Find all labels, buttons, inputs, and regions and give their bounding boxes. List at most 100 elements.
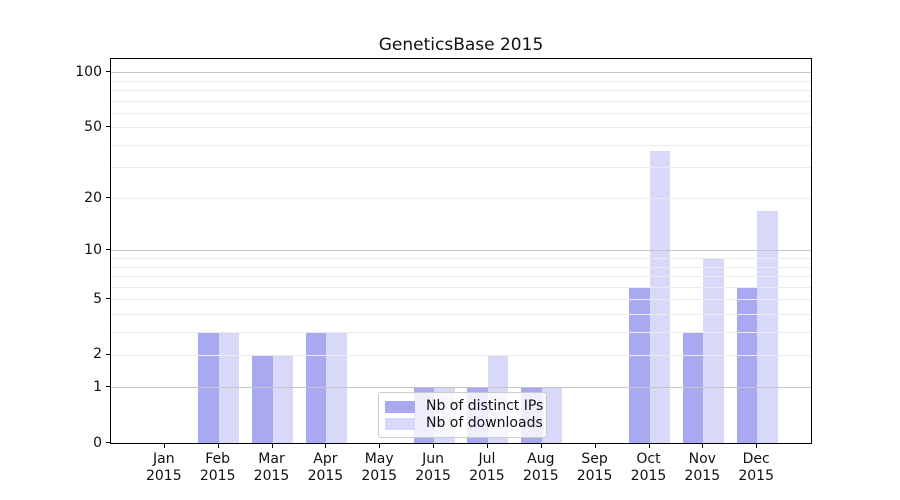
x-tick-mark: [594, 443, 596, 448]
y-tick-mark: [106, 71, 111, 73]
y-tick-mark: [106, 386, 111, 388]
minor-gridline: [111, 112, 811, 114]
y-tick-mark: [106, 126, 111, 128]
bar-nb-of-distinct-ips: [736, 286, 758, 443]
minor-gridline: [111, 299, 811, 300]
x-tick-month: Mar: [258, 451, 285, 467]
bar-nb-of-distinct-ips: [252, 354, 273, 443]
y-tick-mark: [106, 353, 111, 355]
x-tick-mark: [486, 443, 488, 448]
y-tick-label: 10: [84, 241, 102, 258]
x-tick-month: May: [364, 451, 394, 467]
bar-nb-of-downloads: [326, 331, 347, 443]
x-tick-year: 2015: [253, 468, 290, 484]
minor-gridline: [111, 127, 811, 129]
minor-gridline: [111, 198, 811, 200]
y-tick-label: 5: [93, 290, 102, 307]
minor-gridline: [111, 144, 811, 146]
x-tick-month: Feb: [205, 451, 231, 467]
x-tick-year: 2015: [630, 468, 667, 484]
bar-nb-of-distinct-ips: [682, 331, 704, 443]
minor-gridline: [111, 80, 811, 82]
y-tick-mark: [106, 197, 111, 199]
x-tick-label: May 2015: [344, 451, 414, 485]
minor-gridline: [111, 331, 811, 333]
x-tick-label: Jul 2015: [452, 451, 522, 485]
x-tick-year: 2015: [469, 468, 505, 484]
minor-gridline: [111, 258, 811, 259]
x-tick-month: Aug: [527, 451, 555, 467]
legend-label-distinct-ips: Nb of distinct IPs: [426, 398, 544, 414]
x-tick-year: 2015: [415, 468, 451, 484]
major-gridline: [111, 250, 811, 252]
x-tick-year: 2015: [307, 468, 344, 484]
x-tick-month: Apr: [313, 451, 338, 467]
legend: Nb of distinct IPs Nb of downloads: [378, 392, 547, 438]
y-tick-label: 50: [84, 118, 102, 135]
y-tick-label: 20: [84, 189, 102, 206]
x-tick-label: Dec 2015: [721, 451, 791, 485]
major-gridline: [111, 387, 811, 389]
x-tick-year: 2015: [145, 468, 182, 484]
x-tick-mark: [433, 443, 435, 448]
y-tick-label: 2: [93, 346, 102, 363]
x-tick-label: Sep 2015: [560, 451, 630, 485]
bar-nb-of-downloads: [649, 150, 670, 443]
y-tick-mark: [106, 249, 111, 251]
minor-gridline: [111, 354, 811, 356]
x-tick-mark: [756, 443, 758, 448]
x-tick-year: 2015: [684, 468, 721, 484]
bar-nb-of-distinct-ips: [198, 331, 219, 443]
minor-gridline: [111, 89, 811, 91]
bar-nb-of-distinct-ips: [629, 286, 650, 443]
x-tick-mark: [379, 443, 381, 448]
minor-gridline: [111, 266, 811, 268]
minor-gridline: [111, 275, 811, 277]
x-tick-label: Apr 2015: [290, 451, 360, 485]
x-tick-mark: [163, 443, 165, 448]
y-tick-mark: [106, 298, 111, 299]
bar-nb-of-downloads: [703, 258, 724, 443]
x-tick-year: 2015: [361, 468, 397, 484]
minor-gridline: [111, 167, 811, 169]
minor-gridline: [111, 286, 811, 288]
bar-nb-of-downloads: [757, 210, 778, 443]
x-tick-label: Oct 2015: [614, 451, 684, 485]
x-tick-mark: [648, 443, 650, 448]
x-tick-month: Jan: [153, 451, 175, 467]
x-tick-label: Mar 2015: [237, 451, 307, 485]
x-tick-year: 2015: [738, 468, 774, 484]
bar-nb-of-distinct-ips: [305, 331, 327, 443]
x-tick-month: Jun: [422, 451, 445, 467]
x-tick-month: Dec: [742, 451, 770, 467]
x-tick-year: 2015: [522, 468, 559, 484]
legend-label-downloads: Nb of downloads: [426, 415, 543, 431]
x-tick-label: Feb 2015: [183, 451, 253, 485]
x-tick-mark: [217, 443, 219, 448]
minor-gridline: [111, 313, 811, 315]
x-tick-mark: [702, 443, 704, 448]
x-tick-label: Aug 2015: [506, 451, 576, 485]
x-tick-year: 2015: [199, 468, 236, 484]
x-tick-mark: [540, 443, 542, 448]
y-tick-label: 1: [93, 378, 102, 395]
minor-gridline: [111, 100, 811, 102]
plot-area: Nb of distinct IPs Nb of downloads: [110, 58, 812, 444]
legend-swatch-distinct-ips: [385, 400, 415, 413]
x-tick-month: Sep: [581, 451, 608, 467]
x-tick-label: Jun 2015: [398, 451, 468, 485]
x-tick-month: Oct: [636, 451, 661, 467]
y-tick-label: 100: [75, 63, 102, 80]
x-tick-mark: [271, 443, 273, 448]
y-tick-mark: [106, 442, 111, 443]
x-tick-year: 2015: [576, 468, 613, 484]
y-tick-label: 0: [93, 434, 102, 451]
legend-item-distinct-ips: Nb of distinct IPs: [385, 399, 543, 414]
legend-swatch-downloads: [385, 417, 415, 430]
bar-nb-of-downloads: [272, 354, 293, 443]
chart-title: GeneticsBase 2015: [378, 35, 544, 55]
x-tick-month: Jul: [478, 451, 496, 467]
x-tick-mark: [325, 443, 327, 448]
major-gridline: [111, 72, 811, 74]
